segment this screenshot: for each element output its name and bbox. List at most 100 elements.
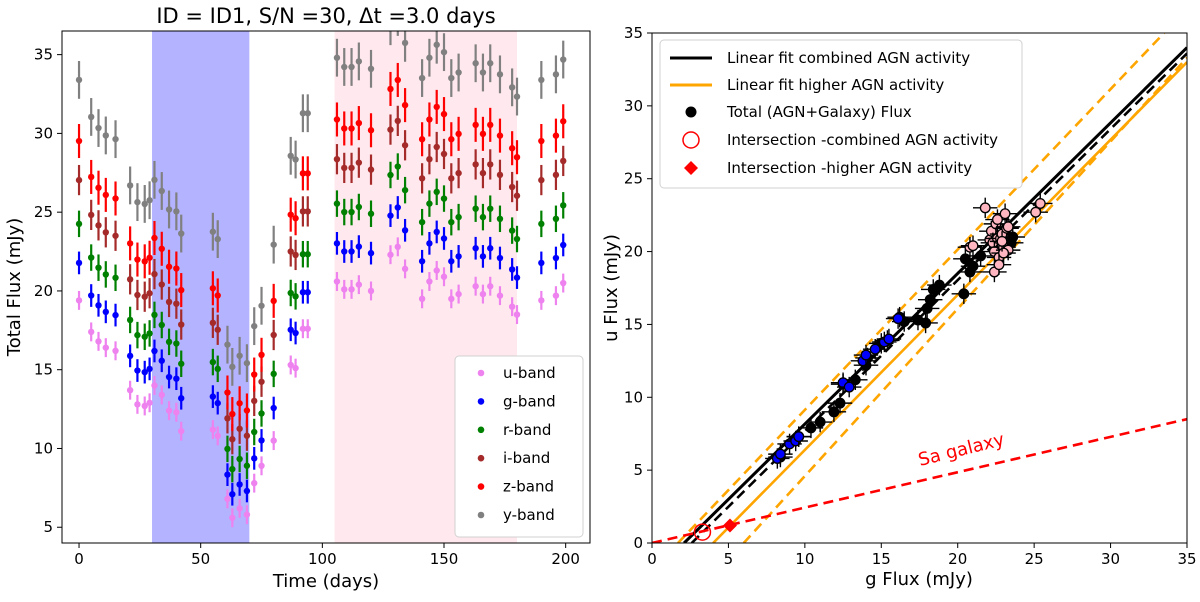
right-legend-box bbox=[659, 39, 1023, 189]
right-y-tick-label: 30 bbox=[624, 97, 643, 115]
point-r-band bbox=[387, 171, 394, 179]
point-r-band bbox=[229, 465, 236, 473]
point-z-band bbox=[287, 211, 294, 218]
point-u-band bbox=[95, 338, 102, 345]
left-y-tick-label: 15 bbox=[34, 361, 53, 379]
point-i-band bbox=[487, 161, 494, 168]
point-g-band bbox=[224, 471, 231, 478]
point-i-band bbox=[560, 157, 567, 165]
point-u-band bbox=[214, 432, 221, 440]
point-z-band bbox=[440, 110, 448, 118]
point-r-band bbox=[333, 200, 341, 207]
flux-point-high-activity bbox=[1030, 206, 1042, 218]
point-r-band bbox=[560, 202, 567, 209]
legend-marker-i-band bbox=[477, 454, 485, 462]
intersection-higher-marker bbox=[722, 518, 737, 533]
point-y-band bbox=[552, 71, 560, 78]
point-z-band bbox=[146, 254, 153, 261]
point-u-band bbox=[304, 325, 311, 332]
point-z-band bbox=[151, 234, 158, 242]
point-i-band bbox=[387, 126, 394, 133]
point-y-band bbox=[448, 74, 455, 82]
point-u-band bbox=[243, 511, 251, 518]
point-i-band bbox=[508, 183, 516, 191]
point-r-band bbox=[224, 445, 231, 453]
point-z-band bbox=[401, 101, 409, 109]
flux-point bbox=[958, 288, 970, 300]
point-r-band bbox=[299, 251, 307, 258]
point-g-band bbox=[243, 487, 251, 495]
point-y-band bbox=[348, 63, 355, 71]
point-z-band bbox=[355, 119, 363, 127]
point-i-band bbox=[75, 176, 83, 184]
flux-point-high-activity bbox=[967, 240, 979, 252]
point-u-band bbox=[448, 295, 455, 303]
point-y-band bbox=[229, 363, 236, 371]
point-u-band bbox=[538, 297, 545, 304]
point-u-band bbox=[165, 407, 173, 414]
point-r-band bbox=[367, 210, 375, 217]
point-z-band bbox=[224, 389, 231, 396]
legend-label-g-band: g-band bbox=[503, 392, 556, 410]
point-y-band bbox=[75, 76, 83, 84]
point-i-band bbox=[243, 432, 251, 439]
light-curve-panel: ID = ID1, S/N =30, Δt =3.0 days 0 50 100 15… bbox=[4, 4, 591, 592]
left-y-tick-label: 5 bbox=[43, 518, 53, 536]
point-z-band bbox=[102, 191, 109, 199]
point-z-band bbox=[487, 121, 494, 129]
point-i-band bbox=[251, 397, 258, 405]
point-z-band bbox=[229, 410, 236, 418]
point-z-band bbox=[141, 258, 148, 265]
flux-point-low-activity bbox=[793, 431, 805, 443]
point-i-band bbox=[224, 415, 231, 422]
point-z-band bbox=[87, 173, 95, 181]
point-g-band bbox=[158, 357, 165, 364]
point-i-band bbox=[292, 251, 299, 259]
right-x-tick-label: 35 bbox=[1177, 550, 1196, 568]
point-y-band bbox=[287, 152, 294, 160]
point-r-band bbox=[513, 235, 521, 243]
right-x-axis-label: g Flux (mJy) bbox=[865, 569, 973, 590]
point-y-band bbox=[426, 54, 433, 61]
point-u-band bbox=[367, 287, 375, 295]
legend-label-z-band: z-band bbox=[503, 478, 554, 496]
point-z-band bbox=[126, 240, 134, 247]
point-z-band bbox=[426, 116, 433, 123]
point-g-band bbox=[270, 404, 277, 412]
flux-point-high-activity bbox=[1002, 221, 1014, 233]
point-i-band bbox=[341, 164, 348, 172]
point-y-band bbox=[87, 113, 95, 121]
point-i-band bbox=[287, 248, 294, 255]
point-r-band bbox=[112, 274, 119, 281]
point-g-band bbox=[165, 373, 173, 381]
point-r-band bbox=[440, 195, 448, 202]
point-r-band bbox=[251, 428, 258, 436]
right-legend-label: Intersection -combined AGN activity bbox=[727, 131, 998, 149]
point-g-band bbox=[151, 347, 158, 355]
right-y-tick-label: 5 bbox=[633, 461, 643, 479]
point-u-band bbox=[270, 437, 277, 444]
point-r-band bbox=[243, 462, 251, 469]
flux-point bbox=[975, 250, 987, 262]
flux-point-high-activity bbox=[979, 202, 991, 214]
point-u-band bbox=[394, 243, 401, 251]
point-u-band bbox=[229, 514, 236, 521]
point-z-band bbox=[243, 407, 251, 414]
shaded-region-1 bbox=[152, 31, 250, 543]
point-i-band bbox=[513, 192, 521, 199]
point-g-band bbox=[508, 266, 516, 273]
point-y-band bbox=[95, 124, 102, 132]
point-i-band bbox=[102, 229, 109, 236]
point-i-band bbox=[333, 155, 341, 163]
point-y-band bbox=[341, 63, 348, 71]
left-plot-frame bbox=[61, 30, 591, 544]
point-r-band bbox=[141, 333, 148, 340]
point-z-band bbox=[292, 215, 299, 222]
flux-point bbox=[834, 397, 846, 409]
point-y-band bbox=[214, 235, 221, 243]
point-y-band bbox=[146, 197, 153, 204]
point-g-band bbox=[95, 302, 102, 309]
point-y-band bbox=[224, 341, 231, 348]
point-r-band bbox=[348, 208, 355, 216]
